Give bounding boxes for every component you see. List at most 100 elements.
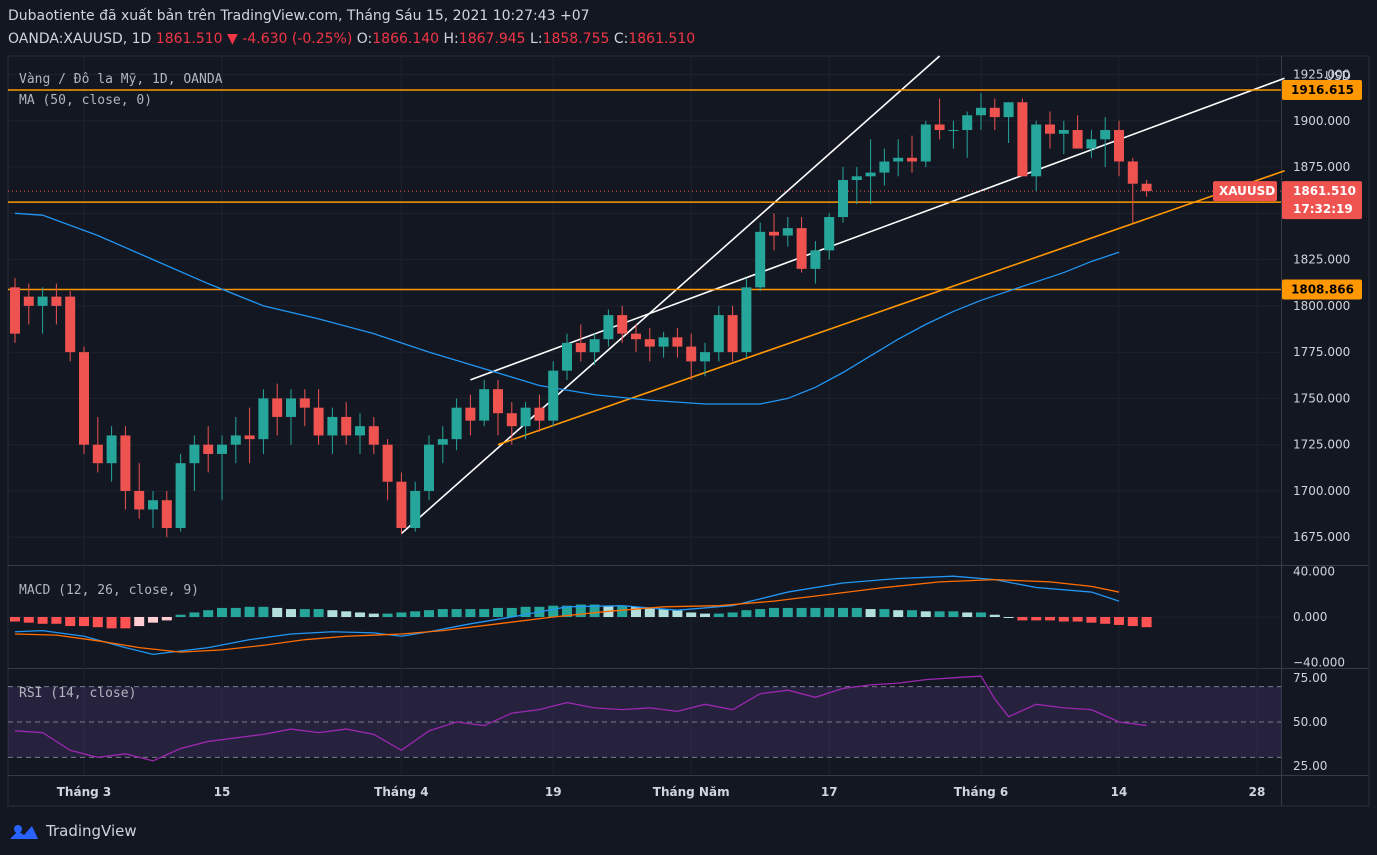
candle-body[interactable] bbox=[810, 250, 821, 269]
candle-body[interactable] bbox=[230, 435, 241, 445]
candle-body[interactable] bbox=[1100, 130, 1111, 140]
candle-body[interactable] bbox=[410, 490, 421, 528]
candle-body[interactable] bbox=[658, 337, 669, 347]
candle-body[interactable] bbox=[341, 416, 352, 436]
macd-histogram-bar bbox=[368, 613, 379, 617]
candle-body[interactable] bbox=[327, 416, 338, 436]
candle-body[interactable] bbox=[161, 500, 172, 528]
candle-body[interactable] bbox=[120, 435, 131, 491]
candle-body[interactable] bbox=[258, 398, 269, 440]
candle-body[interactable] bbox=[631, 333, 641, 340]
candle-body[interactable] bbox=[672, 337, 683, 347]
candle-body[interactable] bbox=[838, 180, 848, 218]
macd-histogram-bar bbox=[1045, 617, 1055, 621]
candle-body[interactable] bbox=[824, 217, 835, 251]
candle-body[interactable] bbox=[575, 342, 586, 353]
candle-body[interactable] bbox=[382, 444, 393, 482]
candle-body[interactable] bbox=[175, 463, 186, 528]
macd-histogram-bar bbox=[589, 604, 600, 617]
candle-body[interactable] bbox=[244, 435, 255, 440]
candle-body[interactable] bbox=[686, 346, 697, 362]
time-axis-label: 19 bbox=[545, 785, 562, 799]
candle-body[interactable] bbox=[1031, 124, 1042, 177]
candle-body[interactable] bbox=[79, 352, 89, 445]
candle-body[interactable] bbox=[865, 172, 876, 177]
candle-body[interactable] bbox=[23, 296, 34, 306]
candle-body[interactable] bbox=[893, 157, 904, 162]
candle-body[interactable] bbox=[1058, 130, 1069, 134]
candle-body[interactable] bbox=[879, 161, 890, 173]
trend-line[interactable] bbox=[470, 77, 1285, 381]
candle-body[interactable] bbox=[148, 500, 158, 510]
candle-body[interactable] bbox=[534, 407, 545, 421]
candle-body[interactable] bbox=[713, 315, 724, 353]
candle-body[interactable] bbox=[700, 352, 710, 362]
candle-body[interactable] bbox=[989, 107, 1000, 118]
candle-body[interactable] bbox=[782, 228, 793, 236]
tradingview-branding[interactable]: TradingView bbox=[8, 821, 137, 841]
candle-body[interactable] bbox=[617, 315, 628, 334]
candle-body[interactable] bbox=[1086, 139, 1097, 149]
candle-body[interactable] bbox=[1114, 130, 1124, 162]
candle-body[interactable] bbox=[134, 490, 145, 510]
macd-histogram-bar bbox=[1086, 617, 1097, 623]
candle-body[interactable] bbox=[851, 176, 862, 181]
candle-body[interactable] bbox=[1045, 124, 1055, 134]
candle-body[interactable] bbox=[396, 481, 407, 528]
candle-body[interactable] bbox=[755, 231, 766, 288]
candle-body[interactable] bbox=[796, 228, 807, 269]
axes[interactable]: USD1925.0001900.0001875.0001850.0001825.… bbox=[57, 68, 1362, 799]
candle-body[interactable] bbox=[313, 407, 324, 436]
candle-body[interactable] bbox=[286, 398, 296, 417]
candle-body[interactable] bbox=[548, 370, 559, 421]
candle-body[interactable] bbox=[1141, 183, 1152, 192]
candle-body[interactable] bbox=[948, 130, 959, 132]
candle-body[interactable] bbox=[465, 407, 476, 421]
candle-body[interactable] bbox=[1017, 102, 1028, 177]
candle-body[interactable] bbox=[299, 398, 310, 408]
candle-body[interactable] bbox=[493, 389, 503, 414]
candle-body[interactable] bbox=[603, 315, 614, 340]
candle-body[interactable] bbox=[355, 426, 365, 436]
rsi-pane[interactable] bbox=[8, 675, 1281, 762]
candle-body[interactable] bbox=[189, 444, 200, 464]
candle-body[interactable] bbox=[1072, 130, 1083, 149]
candle-body[interactable] bbox=[37, 296, 48, 306]
candle-body[interactable] bbox=[1127, 161, 1138, 184]
macd-histogram-bar bbox=[920, 611, 931, 617]
candle-body[interactable] bbox=[934, 124, 945, 131]
candle-body[interactable] bbox=[562, 342, 572, 371]
candle-body[interactable] bbox=[203, 444, 214, 454]
candle-body[interactable] bbox=[644, 339, 655, 347]
candle-body[interactable] bbox=[65, 296, 76, 353]
candle-body[interactable] bbox=[272, 398, 283, 417]
candle-body[interactable] bbox=[727, 315, 738, 353]
time-axis-label: 14 bbox=[1111, 785, 1128, 799]
candle-body[interactable] bbox=[368, 426, 379, 445]
candle-body[interactable] bbox=[976, 107, 986, 116]
candle-body[interactable] bbox=[920, 124, 931, 162]
candle-body[interactable] bbox=[437, 439, 448, 445]
candle-body[interactable] bbox=[10, 287, 20, 334]
candle-body[interactable] bbox=[1003, 102, 1014, 118]
candle-body[interactable] bbox=[741, 287, 752, 353]
candle-body[interactable] bbox=[92, 444, 103, 464]
candle-body[interactable] bbox=[520, 407, 531, 427]
candle-body[interactable] bbox=[589, 339, 600, 353]
candle-body[interactable] bbox=[106, 435, 117, 464]
candle-body[interactable] bbox=[51, 296, 62, 306]
trend-line[interactable] bbox=[497, 170, 1285, 446]
candle-body[interactable] bbox=[479, 389, 490, 421]
price-pane[interactable] bbox=[8, 55, 1285, 538]
candle-body[interactable] bbox=[907, 157, 917, 162]
trend-line[interactable] bbox=[400, 55, 941, 535]
candle-body[interactable] bbox=[506, 413, 517, 427]
candle-body[interactable] bbox=[217, 444, 227, 454]
candle-body[interactable] bbox=[769, 231, 779, 236]
candle-body[interactable] bbox=[451, 407, 462, 440]
macd-pane[interactable] bbox=[8, 575, 1281, 656]
candle-body[interactable] bbox=[962, 115, 973, 131]
candle-body[interactable] bbox=[424, 444, 434, 491]
macd-histogram-bar bbox=[700, 613, 710, 617]
